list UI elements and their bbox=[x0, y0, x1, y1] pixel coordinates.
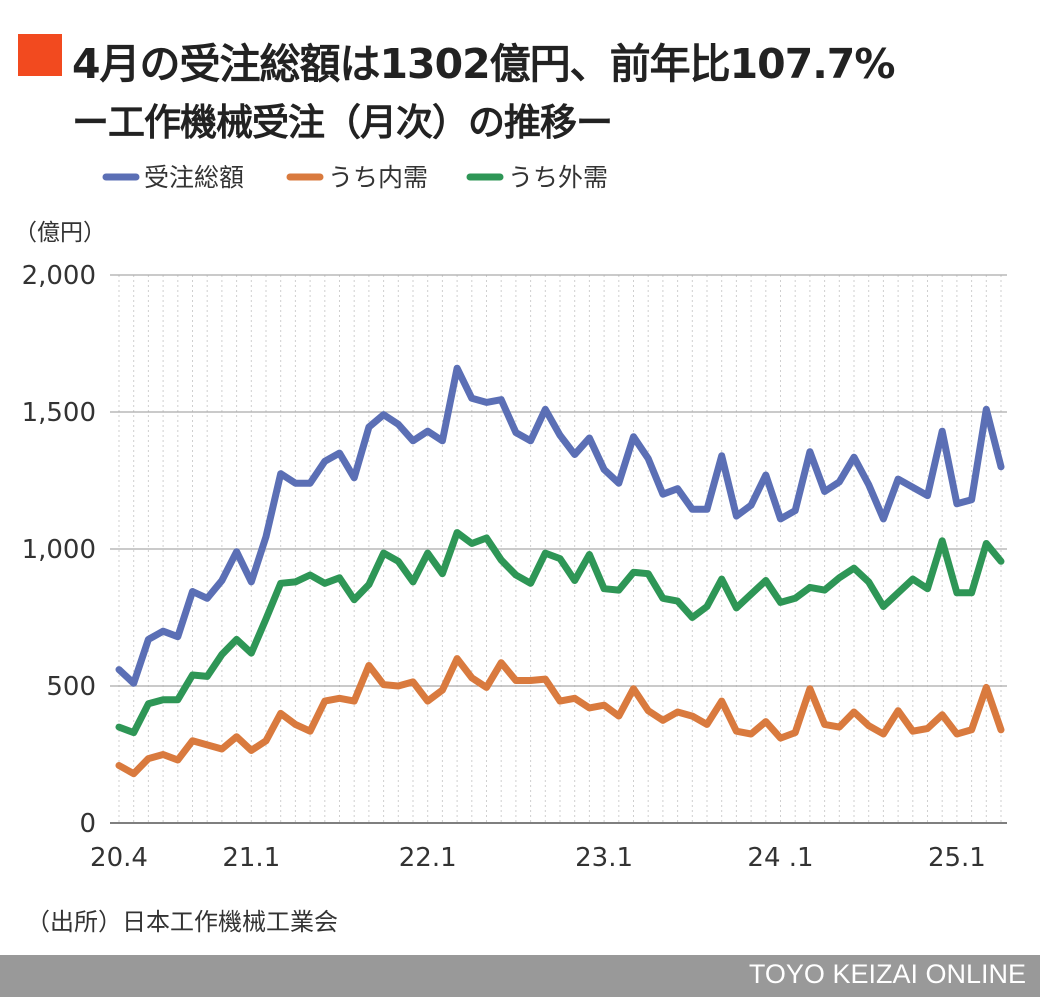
y-axis-ticks: 0 500 1,000 1,500 2,000 bbox=[22, 261, 96, 839]
x-tick-label: 20.4 bbox=[90, 843, 148, 873]
chart-legend: 受注総額 うち内需 うち外需 bbox=[102, 163, 608, 192]
x-tick-label: 22.1 bbox=[399, 843, 457, 873]
legend-label: うち内需 bbox=[328, 163, 428, 192]
x-tick-label: 25.1 bbox=[928, 843, 986, 873]
horizontal-gridlines bbox=[110, 274, 1007, 824]
brand-label: TOYO KEIZAI ONLINE bbox=[748, 959, 1026, 989]
legend-label: 受注総額 bbox=[144, 163, 244, 192]
x-axis-ticks: 20.4 21.1 22.1 23.1 24 .1 25.1 bbox=[90, 843, 986, 873]
y-tick-label: 500 bbox=[46, 672, 96, 702]
y-tick-label: 0 bbox=[79, 809, 96, 839]
y-tick-label: 1,000 bbox=[22, 535, 96, 565]
series-line-3 bbox=[115, 529, 1005, 737]
x-tick-label: 21.1 bbox=[222, 843, 280, 873]
y-tick-label: 1,500 bbox=[22, 398, 96, 428]
y-tick-label: 2,000 bbox=[22, 261, 96, 291]
y-axis-unit-label: （億円） bbox=[14, 220, 106, 246]
series-lines bbox=[115, 364, 1005, 778]
x-tick-label: 23.1 bbox=[575, 843, 633, 873]
page-subtitle: ー工作機械受注（月次）の推移ー bbox=[72, 101, 613, 144]
title-marker bbox=[18, 34, 62, 76]
source-note: （出所）日本工作機械工業会 bbox=[26, 908, 338, 936]
legend-label: うち外需 bbox=[508, 163, 608, 192]
line-chart: 受注総額 うち内需 うち外需 （億円） 0 500 1,000 1,500 2,000 20… bbox=[14, 163, 1007, 873]
footer-bar: TOYO KEIZAI ONLINE bbox=[0, 955, 1040, 997]
page-title: 4月の受注総額は1302億円、前年比107.7% bbox=[72, 40, 895, 88]
series-line-1 bbox=[115, 364, 1005, 687]
x-tick-label: 24 .1 bbox=[747, 843, 813, 873]
series-line-2 bbox=[115, 655, 1005, 778]
